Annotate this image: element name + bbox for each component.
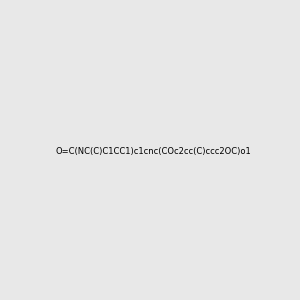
Text: O=C(NC(C)C1CC1)c1cnc(COc2cc(C)ccc2OC)o1: O=C(NC(C)C1CC1)c1cnc(COc2cc(C)ccc2OC)o1 bbox=[56, 147, 252, 156]
